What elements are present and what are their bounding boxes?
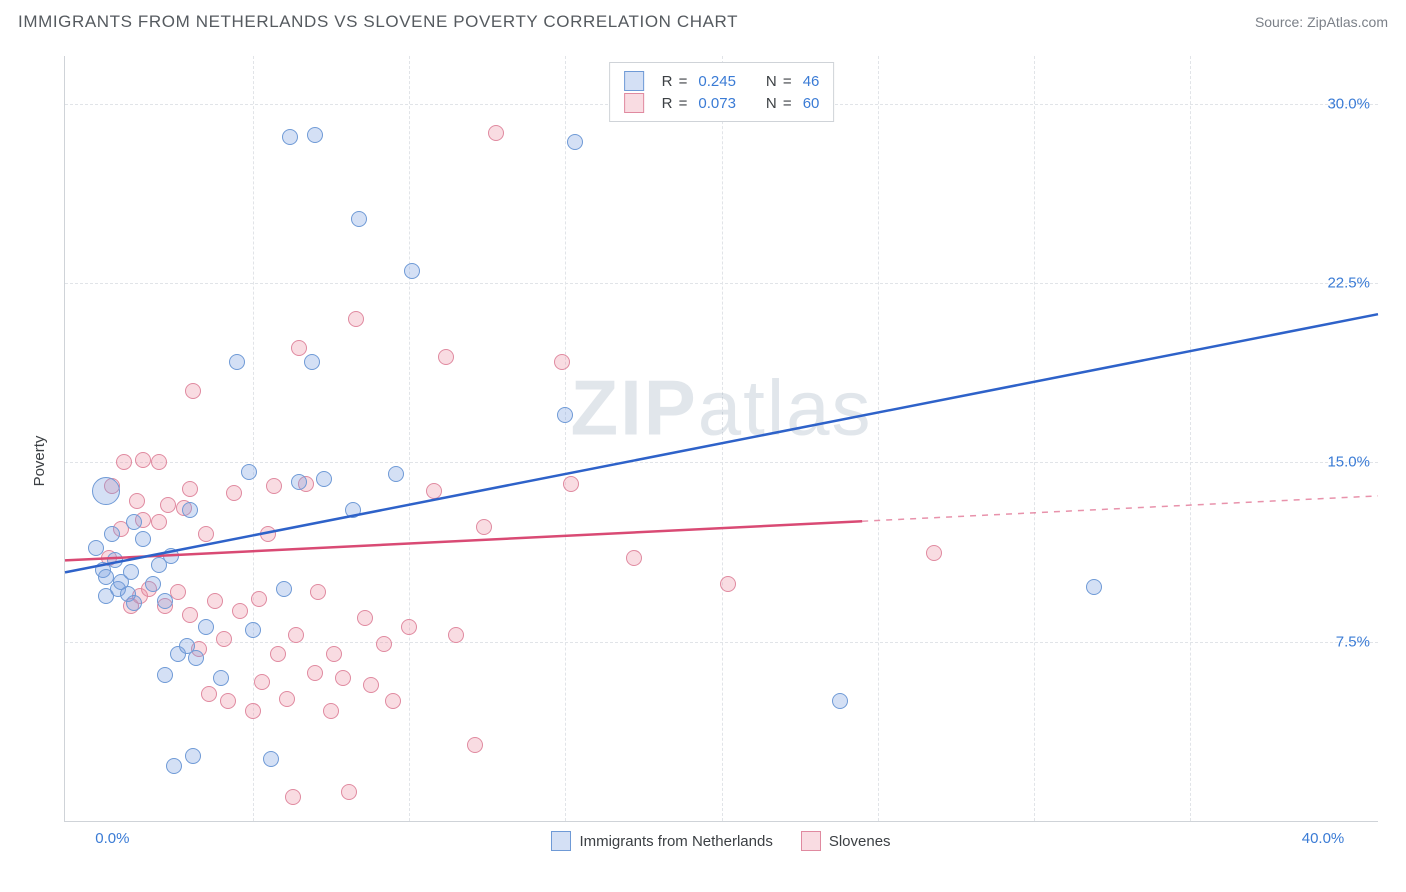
chart-area: Poverty ZIPatlas R = 0.245 N = 46 R = 0.…	[18, 48, 1388, 874]
swatch-series-b-bottom	[801, 831, 821, 851]
chart-title: IMMIGRANTS FROM NETHERLANDS VS SLOVENE P…	[18, 12, 738, 32]
y-axis-label: Poverty	[31, 436, 48, 487]
stats-row-series-a: R = 0.245 N = 46	[624, 71, 820, 91]
legend-item-series-a: Immigrants from Netherlands	[551, 831, 772, 851]
swatch-series-b	[624, 93, 644, 113]
legend-label-series-a: Immigrants from Netherlands	[579, 833, 772, 850]
swatch-series-a-bottom	[551, 831, 571, 851]
plot-region: ZIPatlas R = 0.245 N = 46 R = 0.073 N = …	[64, 56, 1378, 822]
swatch-series-a	[624, 71, 644, 91]
stats-legend-box: R = 0.245 N = 46 R = 0.073 N = 60	[609, 62, 835, 122]
trend-lines-layer	[65, 56, 1378, 821]
trend-line-extrapolated	[862, 496, 1378, 521]
bottom-legend: Immigrants from Netherlands Slovenes	[64, 826, 1378, 856]
trend-line	[65, 521, 862, 560]
legend-label-series-b: Slovenes	[829, 833, 891, 850]
source-attribution: Source: ZipAtlas.com	[1255, 14, 1388, 30]
legend-item-series-b: Slovenes	[801, 831, 891, 851]
trend-line	[65, 314, 1378, 572]
stats-row-series-b: R = 0.073 N = 60	[624, 93, 820, 113]
